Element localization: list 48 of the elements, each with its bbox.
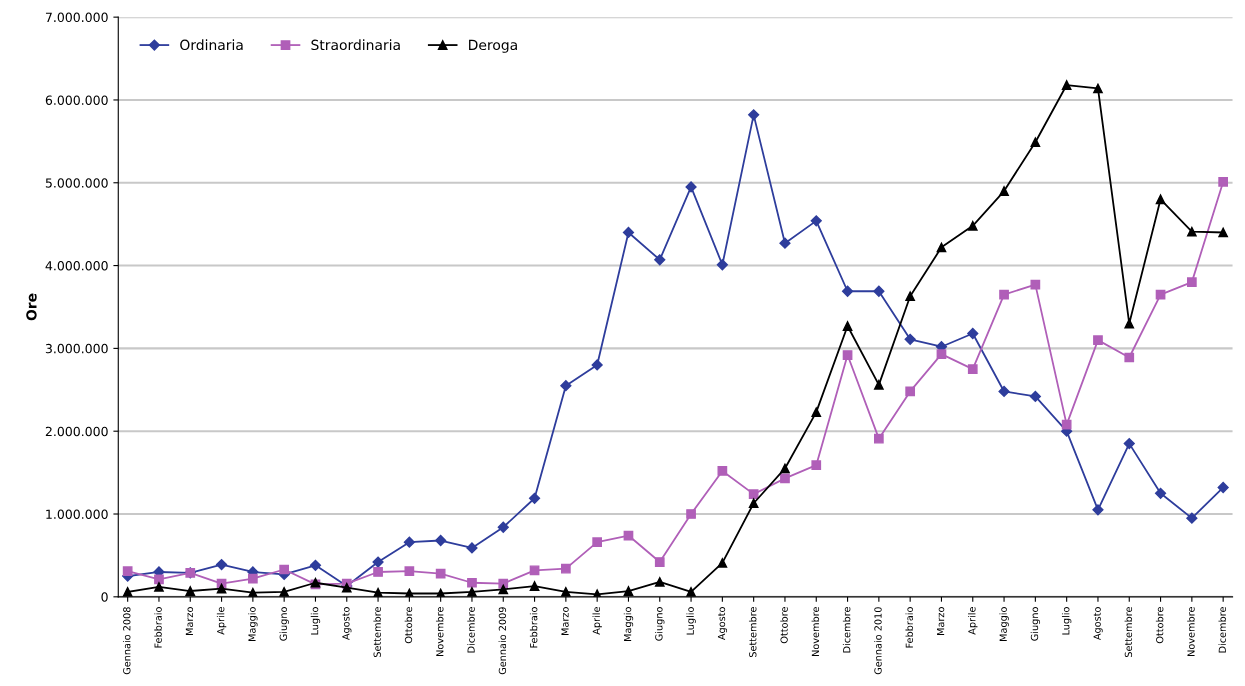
x-tick-label: Giugno [1030, 607, 1041, 641]
x-tick-label: Maggio [623, 607, 634, 641]
y-tick-label: 5.000.000 [45, 178, 108, 188]
x-tick-label: Settembre [1124, 607, 1133, 658]
legend-label: Ordinaria [180, 39, 243, 51]
x-tick-label: Agosto [342, 607, 352, 641]
y-tick-label: 0 [101, 592, 108, 602]
x-tick-label: Maggio [999, 607, 1009, 641]
x-tick-label: Gennaio 2009 [498, 607, 507, 675]
x-tick-label: Marzo [561, 607, 569, 635]
legend-label: Deroga [469, 39, 517, 53]
y-tick-label: 1.000.000 [46, 509, 108, 519]
x-tick-label: Novembre [1187, 607, 1195, 656]
x-tick-label: Novembre [435, 607, 444, 656]
y-tick-label: 3.000.000 [45, 343, 108, 354]
x-tick-label: Ottobre [780, 607, 788, 644]
y-tick-label: 6.000.000 [45, 95, 108, 105]
x-tick-label: Aprile [592, 607, 602, 635]
x-tick-label: Agosto [1093, 607, 1103, 641]
x-tick-label: Luglio [1061, 607, 1072, 635]
x-tick-label: Dicembre [1218, 607, 1226, 653]
x-tick-label: Febbraio [154, 607, 162, 648]
x-tick-label: Ottobre [1155, 607, 1164, 644]
x-tick-label: Dicembre [467, 607, 475, 653]
x-tick-label: Giugno [279, 607, 289, 641]
x-tick-label: Aprile [968, 607, 978, 635]
x-tick-label: Gennaio 2008 [122, 607, 131, 675]
y-tick-label: 2.000.000 [45, 426, 108, 437]
legend-label: Straordinaria [311, 39, 400, 51]
x-tick-label: Settembre [373, 607, 381, 658]
x-tick-label: Aprile [216, 607, 227, 635]
y-axis-title: Ore [26, 293, 37, 321]
x-tick-label: Marzo [185, 607, 194, 635]
x-tick-label: Ottobre [404, 607, 413, 644]
x-tick-label: Marzo [937, 607, 945, 635]
x-tick-label: Novembre [811, 607, 820, 656]
x-tick-label: Febbraio [905, 607, 913, 648]
x-tick-label: Luglio [686, 607, 696, 635]
x-tick-label: Febbraio [529, 607, 538, 648]
x-tick-label: Maggio [248, 607, 258, 641]
x-tick-label: Agosto [717, 607, 728, 641]
y-tick-label: 7.000.000 [45, 12, 108, 23]
x-tick-label: Settembre [748, 607, 757, 658]
x-tick-label: Giugno [655, 607, 665, 641]
y-tick-label: 4.000.000 [45, 261, 108, 271]
x-tick-label: Dicembre [842, 607, 851, 653]
x-tick-label: Gennaio 2010 [874, 607, 882, 675]
x-tick-label: Luglio [310, 607, 321, 635]
